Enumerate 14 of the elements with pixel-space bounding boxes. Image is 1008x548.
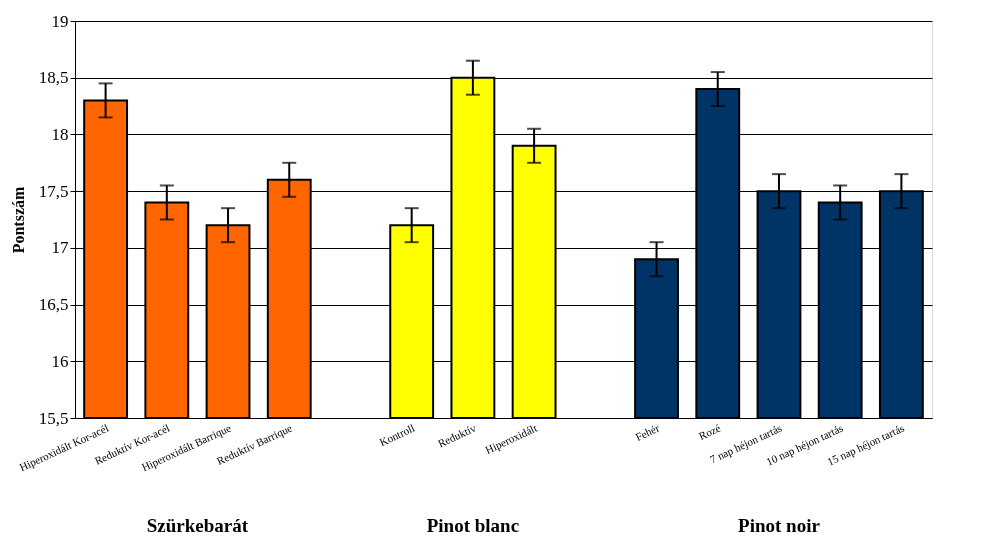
- y-tick-label: 18,5: [38, 68, 69, 88]
- text: Pinot blanc: [426, 515, 520, 536]
- y-tick-label: 19: [51, 11, 69, 31]
- y-axis-title: Pontszám: [9, 186, 27, 254]
- y-tick-label: 17,5: [38, 181, 69, 201]
- x-tick-label: Rozé: [696, 421, 723, 443]
- text: Pinot noir: [738, 515, 821, 536]
- y-tick-label: 17: [51, 238, 69, 258]
- y-tick-label: 16: [51, 351, 69, 371]
- text: Szürkebarát: [146, 515, 249, 536]
- y-tick-label: 16,5: [38, 295, 69, 315]
- y-tick-label: 15,5: [38, 408, 69, 428]
- y-tick-label: 18: [51, 124, 69, 144]
- x-tick-label: Fehér: [633, 421, 662, 444]
